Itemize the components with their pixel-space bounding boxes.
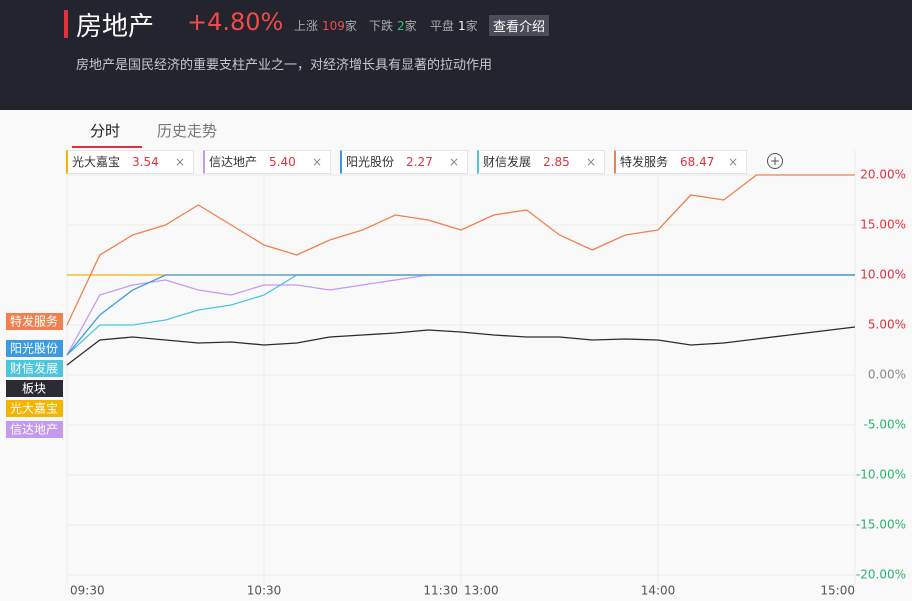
x-tick-label: 10:30: [247, 584, 282, 598]
y-tick-label: -15.00%: [856, 518, 906, 532]
tab-underline: [72, 146, 142, 148]
series-label-bg: [6, 400, 63, 417]
series-line: [66, 274, 855, 356]
stock-price: 5.40: [269, 155, 296, 169]
close-icon[interactable]: ×: [585, 155, 596, 169]
stat-label: 上涨: [294, 19, 319, 33]
y-tick-label: 5.00%: [868, 318, 906, 332]
stock-name: 阳光股份: [346, 155, 395, 169]
stock-tab[interactable]: 信达地产 5.40 ×: [203, 150, 331, 174]
stat: 上涨 109家: [294, 17, 357, 34]
stat: 平盘 1家: [430, 17, 478, 34]
stat-count: 2: [397, 19, 405, 33]
stat-unit: 家: [404, 19, 417, 33]
stock-tab[interactable]: 阳光股份 2.27 ×: [340, 150, 468, 174]
tab[interactable]: 历史走势: [157, 122, 218, 140]
series-label: 板块: [22, 382, 46, 396]
series-label-bg: [6, 421, 63, 438]
stat: 下跌 2家: [369, 17, 417, 34]
y-tick-label: 20.00%: [860, 168, 906, 182]
stock-price: 2.27: [406, 155, 433, 169]
stock-price: 68.47: [680, 155, 715, 169]
series-label: 光大嘉宝: [10, 402, 58, 416]
x-tick-label: 11:30: [423, 584, 458, 598]
series-line: [66, 174, 855, 326]
series-label: 财信发展: [10, 361, 58, 376]
series-label: 信达地产: [10, 423, 58, 437]
y-tick-label: -10.00%: [856, 468, 906, 482]
stat-count: 109: [322, 19, 345, 33]
stat-count: 1: [458, 19, 466, 33]
stock-tab[interactable]: 财信发展 2.85 ×: [477, 150, 605, 174]
series-label-bg: [6, 380, 63, 397]
y-tick-label: 10.00%: [860, 268, 906, 282]
series-label-bg: [6, 313, 63, 330]
tab[interactable]: 分时: [90, 122, 121, 140]
close-icon[interactable]: ×: [311, 155, 322, 169]
stat-label: 平盘: [430, 19, 455, 33]
stock-name: 特发服务: [620, 155, 669, 169]
change: +4.80%: [187, 8, 284, 36]
stat-unit: 家: [465, 19, 478, 33]
series-label: 特发服务: [10, 314, 58, 329]
header: 房地产 +4.80% 上涨 109家 下跌 2家 平盘 1家 查看介绍 房地产是国民经济的…: [0, 0, 912, 110]
series-label-bg: [6, 360, 63, 377]
y-tick-label: 0.00%: [868, 368, 906, 382]
x-tick-label: 13:00: [464, 584, 499, 598]
series-line: [66, 326, 856, 366]
stat-unit: 家: [344, 19, 357, 33]
intro-button[interactable]: 查看介绍: [489, 15, 550, 36]
add-button[interactable]: +: [767, 153, 783, 169]
stat-label: 下跌: [369, 19, 394, 33]
close-icon[interactable]: ×: [448, 155, 459, 169]
close-icon[interactable]: ×: [174, 155, 185, 169]
stock-name: 信达地产: [209, 155, 258, 169]
y-tick-label: 15.00%: [860, 218, 906, 232]
stock-name: 财信发展: [483, 155, 532, 169]
y-tick-label: -20.00%: [856, 568, 906, 582]
stock-tab[interactable]: 特发服务 68.47 ×: [614, 150, 747, 174]
stock-price: 3.54: [132, 155, 159, 169]
series-label-bg: [6, 340, 63, 357]
stock-price: 2.85: [543, 155, 570, 169]
title: 房地产: [76, 12, 155, 42]
x-tick-label: 14:00: [641, 584, 676, 598]
x-tick-label: 09:30: [70, 584, 105, 598]
stock-tab[interactable]: 光大嘉宝 3.54 ×: [66, 150, 194, 174]
series-label: 阳光股份: [10, 342, 58, 356]
close-icon[interactable]: ×: [727, 155, 738, 169]
stock-name: 光大嘉宝: [72, 155, 121, 169]
y-tick-label: -5.00%: [864, 418, 906, 432]
description: 房地产是国民经济的重要支柱产业之一，对经济增长具有显著的拉动作用: [76, 58, 493, 73]
x-tick-label: 15:00: [820, 584, 855, 598]
title-bar: [64, 10, 68, 38]
